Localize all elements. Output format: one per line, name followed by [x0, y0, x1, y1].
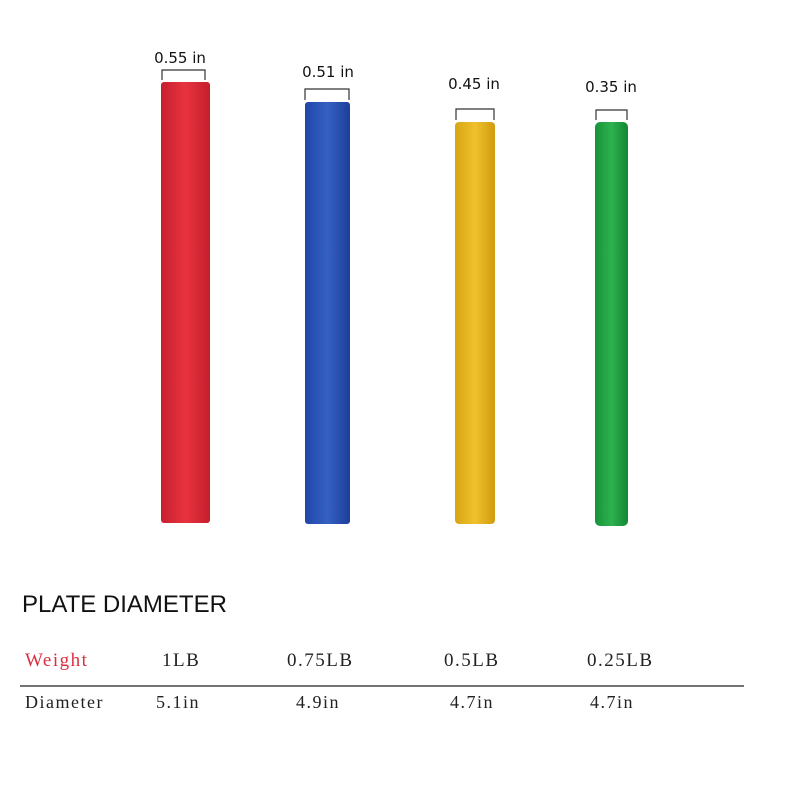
blue-plate — [305, 102, 350, 524]
thickness-label: 0.45 in — [448, 75, 500, 93]
table-cell: 1LB — [162, 650, 200, 671]
red-plate — [161, 82, 210, 523]
yellow-plate — [455, 122, 495, 524]
table-cell: 4.7in — [450, 692, 494, 712]
thickness-label: 0.51 in — [302, 63, 354, 81]
green-plate — [595, 122, 628, 526]
table-cell: 4.9in — [296, 692, 340, 712]
bracket — [595, 109, 628, 120]
row-header: Diameter — [25, 692, 104, 712]
table-cell: 0.25LB — [587, 650, 654, 671]
bracket — [304, 88, 350, 100]
bracket — [455, 108, 495, 120]
table-cell: 4.7in — [590, 692, 634, 712]
table-cell: 5.1in — [156, 692, 200, 712]
thickness-label: 0.55 in — [154, 49, 206, 67]
bracket — [161, 69, 206, 80]
table-cell: 0.75LB — [287, 650, 354, 671]
table-cell: 0.5LB — [444, 650, 500, 671]
row-header: Weight — [25, 650, 88, 671]
section-title: PLATE DIAMETER — [22, 591, 227, 618]
thickness-label: 0.35 in — [585, 78, 637, 96]
